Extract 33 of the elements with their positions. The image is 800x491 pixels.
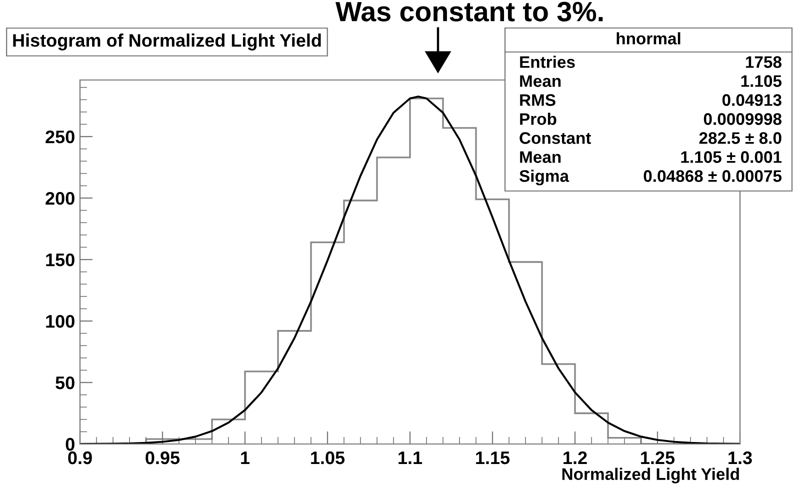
y-tick-label: 0 — [66, 438, 74, 451]
annotation: Prob — [520, 112, 556, 125]
y-tick-label: 50 — [56, 376, 74, 390]
y-tick-label: 100 — [46, 314, 74, 328]
x-tick-label: 1.15 — [476, 452, 510, 464]
text: Was constant to 3%. — [336, 2, 603, 22]
x-tick-label: 1.3 — [728, 451, 752, 464]
annotation: RMS — [520, 94, 556, 106]
x-tick-label: 1.1 — [398, 452, 422, 464]
chart-title: Histogram of Normalized Light Yield — [13, 34, 321, 50]
y-tick-label: 150 — [46, 253, 74, 266]
x-axis-title: Normalized Light Yield — [562, 468, 739, 484]
x-tick-label: 0.95 — [146, 451, 180, 464]
y-tick-label: 200 — [46, 192, 74, 205]
annotation: 282.5 ± 8.0 — [699, 132, 782, 144]
x-tick-label: 1.05 — [311, 451, 345, 464]
text: hnormal — [616, 32, 680, 44]
x-tick-label: 1.2 — [564, 451, 587, 464]
annotation: 0.04868 ± 0.00075 — [644, 170, 782, 182]
x-tick-label: 1 — [241, 452, 250, 464]
x-tick-label: 0.9 — [68, 451, 92, 464]
annotation: Mean — [520, 151, 561, 163]
annotation: 1.105 ± 0.001 — [681, 151, 782, 163]
annotation: 0.0009998 — [704, 113, 782, 125]
x-tick-label: 1.25 — [641, 451, 675, 464]
text: 1.105 — [741, 75, 782, 87]
text: 1758 — [746, 56, 782, 68]
annotation: Constant — [520, 132, 592, 144]
annotation: 0.04913 — [722, 94, 782, 106]
y-tick-label: 250 — [46, 130, 74, 144]
text: Entries — [520, 56, 575, 68]
annotation: Sigma — [519, 170, 570, 186]
annotation: Mean — [520, 75, 561, 87]
